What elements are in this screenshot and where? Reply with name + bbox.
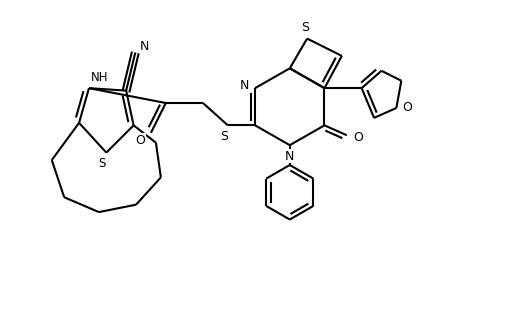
Text: O: O — [353, 131, 362, 144]
Text: N: N — [139, 40, 149, 52]
Text: N: N — [285, 149, 295, 163]
Text: S: S — [220, 130, 228, 143]
Text: N: N — [239, 79, 249, 92]
Text: S: S — [301, 21, 309, 34]
Text: O: O — [402, 102, 412, 115]
Text: S: S — [99, 157, 106, 170]
Text: O: O — [135, 134, 145, 147]
Text: NH: NH — [91, 71, 108, 84]
